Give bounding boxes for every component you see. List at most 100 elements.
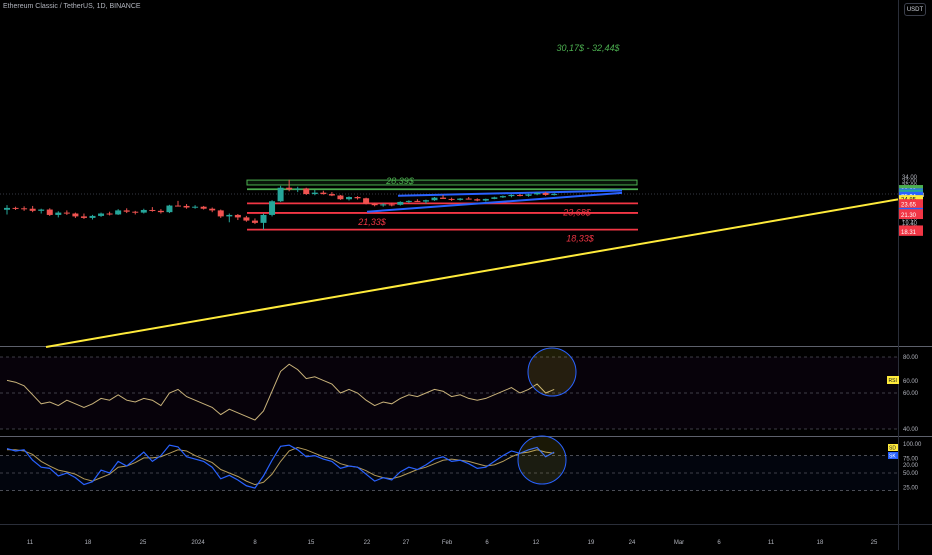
- candle-body[interactable]: [72, 213, 79, 217]
- rsi-tick-label: 80.00: [903, 355, 919, 361]
- price-tick-label: 20.20: [902, 216, 918, 222]
- candle-body[interactable]: [294, 188, 301, 190]
- stoch-d-badge: [888, 444, 898, 451]
- candle-body[interactable]: [269, 201, 276, 215]
- candle-body[interactable]: [38, 209, 45, 211]
- candle-body[interactable]: [183, 205, 190, 208]
- candle-body[interactable]: [448, 198, 455, 200]
- candle-body[interactable]: [157, 210, 164, 213]
- candle-body[interactable]: [166, 205, 173, 213]
- candle-body[interactable]: [46, 209, 53, 215]
- candle-body[interactable]: [89, 215, 96, 218]
- candle-body[interactable]: [542, 192, 549, 195]
- candle-body[interactable]: [482, 198, 489, 201]
- stoch-tick-label: 50.00: [903, 471, 919, 477]
- candle-body[interactable]: [243, 217, 250, 221]
- candle-body[interactable]: [354, 197, 361, 199]
- candle-body[interactable]: [260, 214, 267, 223]
- stoch-k-badge-label: SK: [889, 454, 896, 460]
- candle-body[interactable]: [508, 194, 515, 197]
- time-tick-label: 18: [817, 540, 824, 546]
- stoch-tick-label: 75.00: [903, 457, 919, 463]
- candle-body[interactable]: [123, 210, 130, 212]
- candle-body[interactable]: [226, 214, 233, 217]
- candle-body[interactable]: [80, 216, 87, 218]
- candle-body[interactable]: [63, 212, 70, 214]
- candle-body[interactable]: [234, 214, 241, 218]
- candle-body[interactable]: [320, 192, 327, 195]
- rsi-highlight-circle: [527, 347, 577, 397]
- candle-body[interactable]: [440, 197, 447, 199]
- candle-body[interactable]: [371, 203, 378, 206]
- candle-body[interactable]: [311, 192, 318, 195]
- candle-body[interactable]: [217, 210, 224, 217]
- candle-body[interactable]: [140, 209, 147, 213]
- candle-body[interactable]: [277, 187, 284, 202]
- candle-body[interactable]: [363, 198, 370, 204]
- candle-body[interactable]: [551, 194, 558, 196]
- candle-body[interactable]: [474, 199, 481, 201]
- candle-body[interactable]: [192, 206, 199, 208]
- currency-button[interactable]: USDT: [904, 3, 926, 16]
- candle-body[interactable]: [175, 205, 181, 207]
- rsi-tick-label: 40.00: [903, 427, 919, 433]
- time-tick-label: 8: [253, 540, 257, 546]
- time-tick-label: 6: [485, 540, 489, 546]
- price-badge: [899, 200, 923, 209]
- price-badge-label: 18.31: [901, 230, 917, 236]
- rsi-name-label: RSI: [889, 378, 897, 384]
- candle-body[interactable]: [12, 207, 19, 209]
- rsi-band: [0, 357, 898, 429]
- candle-body[interactable]: [328, 194, 335, 196]
- channel-lower-line[interactable]: [366, 191, 623, 213]
- candle-body[interactable]: [388, 204, 395, 206]
- candle-body[interactable]: [414, 200, 421, 202]
- candle-body[interactable]: [115, 210, 122, 215]
- candles-group: [4, 179, 558, 230]
- candle-body[interactable]: [491, 197, 498, 199]
- candle-body[interactable]: [132, 211, 139, 213]
- candle-body[interactable]: [517, 194, 523, 196]
- candle-body[interactable]: [106, 213, 113, 215]
- rsi-value-label: 60.00: [903, 379, 919, 385]
- rsi-tick-label: 60.00: [903, 391, 919, 397]
- candle-body[interactable]: [21, 208, 28, 210]
- candle-body[interactable]: [200, 206, 207, 209]
- candle-body[interactable]: [149, 209, 156, 211]
- channel-upper-line[interactable]: [397, 189, 623, 197]
- candle-body[interactable]: [525, 194, 532, 196]
- price-badge-label: 21.30: [901, 213, 917, 219]
- candle-body[interactable]: [534, 192, 541, 195]
- level-label: 28,39$: [385, 176, 415, 186]
- price-badge-label: 23.65: [901, 203, 917, 209]
- long-term-trendline[interactable]: [45, 198, 899, 348]
- candle-body[interactable]: [4, 207, 10, 210]
- time-tick-label: 25: [140, 540, 147, 546]
- candle-body[interactable]: [251, 220, 258, 223]
- time-tick-label: 18: [85, 540, 92, 546]
- candle-body[interactable]: [346, 197, 352, 200]
- candle-body[interactable]: [422, 200, 429, 202]
- level-label: 18,33$: [566, 234, 595, 244]
- candle-body[interactable]: [29, 208, 36, 211]
- resistance-zone[interactable]: [246, 179, 638, 186]
- candle-body[interactable]: [405, 200, 412, 202]
- candle-body[interactable]: [286, 187, 293, 190]
- stoch-k-badge: [888, 452, 898, 459]
- candle-body[interactable]: [397, 201, 404, 205]
- candle-body[interactable]: [380, 204, 387, 206]
- candle-body[interactable]: [431, 197, 438, 201]
- candle-body[interactable]: [465, 198, 472, 200]
- time-tick-label: Mar: [674, 540, 684, 546]
- candle-body[interactable]: [303, 188, 310, 195]
- candle-body[interactable]: [98, 213, 105, 216]
- candle-body[interactable]: [337, 195, 344, 200]
- time-tick-label: 2024: [191, 540, 205, 546]
- candle-body[interactable]: [55, 212, 62, 215]
- candle-body[interactable]: [209, 208, 216, 211]
- candle-body[interactable]: [499, 196, 506, 198]
- stoch-d-line: [7, 446, 555, 486]
- candle-body[interactable]: [457, 198, 464, 200]
